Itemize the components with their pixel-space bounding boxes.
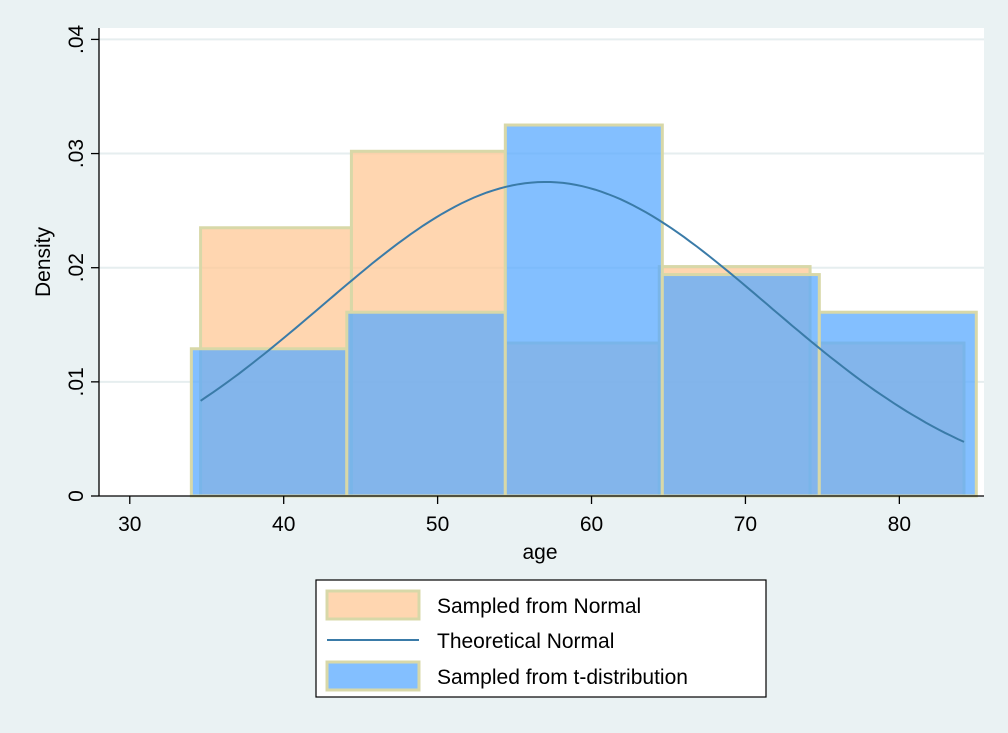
- x-tick-label-4: 70: [734, 513, 757, 536]
- legend-label-2: Theoretical Normal: [437, 630, 614, 653]
- x-tick-label-3: 60: [580, 513, 603, 536]
- legend-label-3: Sampled from t-distribution: [437, 666, 688, 689]
- t-bar-5: [817, 310, 978, 498]
- y-tick-label-4: .04: [65, 25, 88, 55]
- legend-swatch-3: [325, 660, 421, 692]
- y-axis-label: Density: [32, 226, 55, 297]
- theoretical-normal-curve: [200, 181, 965, 443]
- t-bar-4: [660, 273, 821, 498]
- x-tick-label-0: 30: [118, 513, 141, 536]
- axes: [98, 28, 984, 497]
- legend-swatch-1: [325, 589, 421, 621]
- y-ticks: 0 .01 .02 .03 .04: [65, 25, 99, 502]
- t-bar-2: [345, 310, 507, 498]
- x-axis-label: age: [522, 541, 557, 564]
- x-tick-label-5: 80: [888, 513, 911, 536]
- y-tick-label-1: .01: [65, 367, 88, 396]
- y-tick-label-0: 0: [65, 490, 88, 502]
- x-tick-label-1: 40: [272, 513, 295, 536]
- x-ticks: 30 40 50 60 70 80: [118, 496, 911, 536]
- t-bar-1: [189, 347, 349, 498]
- t-bar-3: [503, 123, 664, 498]
- y-tick-label-3: .03: [65, 139, 88, 168]
- y-tick-label-2: .02: [65, 253, 88, 282]
- legend: Sampled from Normal Theoretical Normal Sam…: [315, 579, 767, 698]
- t-histogram: [189, 123, 978, 498]
- x-tick-label-2: 50: [426, 513, 449, 536]
- legend-label-1: Sampled from Normal: [437, 595, 641, 618]
- theoretical-normal-line: [200, 181, 965, 443]
